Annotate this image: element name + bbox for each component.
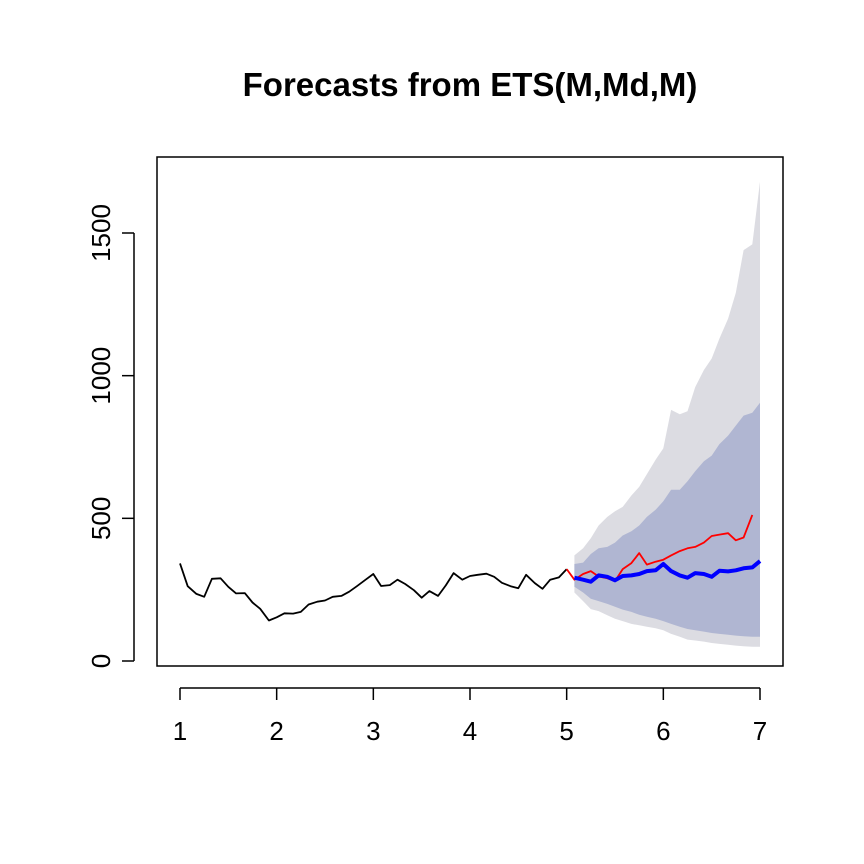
x-tick-label: 2 bbox=[269, 716, 283, 746]
series-lines bbox=[179, 514, 762, 622]
x-axis: 1 2 3 4 5 6 7 bbox=[173, 687, 767, 746]
y-tick-label: 0 bbox=[86, 654, 116, 668]
y-tick-label: 1500 bbox=[86, 204, 116, 262]
history-line bbox=[179, 563, 568, 622]
y-tick-label: 500 bbox=[86, 497, 116, 540]
y-tick-label: 1000 bbox=[86, 347, 116, 405]
x-tick-label: 1 bbox=[173, 716, 187, 746]
plot-area-frame bbox=[156, 156, 784, 667]
x-tick-label: 3 bbox=[366, 716, 380, 746]
y-axis: 0 500 1000 1500 bbox=[86, 204, 135, 668]
forecast-line bbox=[573, 559, 762, 584]
x-tick-label: 6 bbox=[656, 716, 670, 746]
x-tick-label: 5 bbox=[559, 716, 573, 746]
x-tick-label: 4 bbox=[463, 716, 477, 746]
x-tick-label: 7 bbox=[753, 716, 767, 746]
chart-title: Forecasts from ETS(M,Md,M) bbox=[243, 66, 698, 103]
